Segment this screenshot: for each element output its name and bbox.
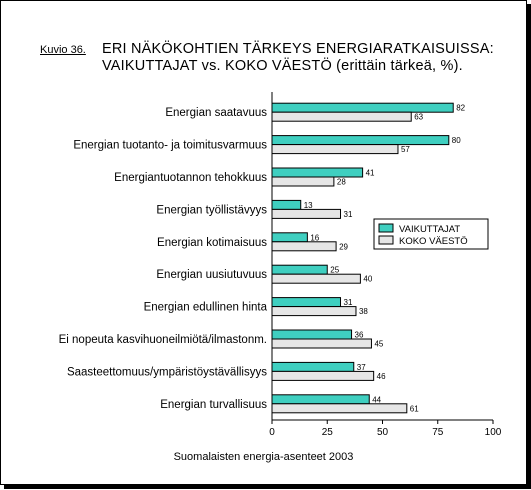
category-label: Ei nopeuta kasvihuoneilmiötä/ilmastonm. bbox=[59, 334, 267, 346]
bar-series-a bbox=[271, 199, 302, 210]
data-label: 25 bbox=[330, 266, 339, 275]
data-label: 41 bbox=[366, 169, 375, 178]
bar-series-b bbox=[271, 403, 408, 414]
frame-shadow-right bbox=[527, 4, 531, 489]
legend-swatch bbox=[378, 223, 394, 233]
category-label: Energiantuotannon tehokkuus bbox=[114, 172, 267, 184]
bar-series-b bbox=[271, 111, 412, 122]
category-label: Energian kotimaisuus bbox=[157, 237, 267, 249]
x-tick-label: 75 bbox=[432, 427, 444, 438]
data-label: 36 bbox=[355, 331, 364, 340]
data-label: 31 bbox=[344, 210, 353, 219]
data-label: 46 bbox=[377, 372, 386, 381]
x-tick-label: 100 bbox=[485, 427, 502, 438]
bar-series-b bbox=[271, 176, 335, 187]
bar-series-a bbox=[271, 297, 342, 308]
bar-series-b bbox=[271, 370, 375, 381]
chart-title-line-1: ERI NÄKÖKOHTIEN TÄRKEYS ENERGIARATKAISUI… bbox=[102, 41, 494, 57]
data-label: 45 bbox=[374, 340, 383, 349]
x-tick-label: 25 bbox=[322, 427, 334, 438]
category-label: Energian turvallisuus bbox=[160, 399, 267, 411]
data-label: 28 bbox=[337, 178, 346, 187]
data-label: 44 bbox=[372, 395, 381, 404]
bar-series-b bbox=[271, 144, 399, 155]
x-tick-label: 50 bbox=[377, 427, 389, 438]
chart-title-line-2: VAIKUTTAJAT vs. KOKO VÄESTÖ (erittäin tä… bbox=[102, 58, 463, 74]
bar-series-b bbox=[271, 338, 372, 349]
data-label: 40 bbox=[363, 275, 372, 284]
bar-series-a bbox=[271, 361, 355, 372]
bar-series-a bbox=[271, 232, 308, 243]
category-label: Energian tuotanto- ja toimitusvarmuus bbox=[73, 140, 267, 152]
figure-label: Kuvio 36. bbox=[40, 44, 86, 56]
data-label: 29 bbox=[339, 242, 348, 251]
x-tick-label: 0 bbox=[269, 427, 275, 438]
category-label: Energian edullinen hinta bbox=[144, 302, 268, 314]
bar-series-a bbox=[271, 135, 450, 146]
bar-series-a bbox=[271, 264, 328, 275]
data-label: 82 bbox=[456, 104, 465, 113]
bar-series-b bbox=[271, 241, 337, 252]
category-label: Energian työllistävyys bbox=[156, 204, 267, 216]
data-label: 31 bbox=[344, 298, 353, 307]
bar-series-a bbox=[271, 329, 353, 340]
legend-label: VAIKUTTAJAT bbox=[399, 224, 460, 235]
data-label: 61 bbox=[410, 404, 419, 413]
data-label: 63 bbox=[414, 113, 423, 122]
bar-series-a bbox=[271, 394, 370, 405]
legend-swatch bbox=[378, 235, 394, 245]
bar-series-b bbox=[271, 208, 342, 219]
data-label: 38 bbox=[359, 307, 368, 316]
data-label: 57 bbox=[401, 145, 410, 154]
frame-shadow-bottom bbox=[4, 485, 531, 489]
data-label: 16 bbox=[310, 233, 319, 242]
bar-series-a bbox=[271, 167, 364, 178]
data-label: 80 bbox=[452, 136, 461, 145]
source-note: Suomalaisten energia-asenteet 2003 bbox=[173, 451, 354, 463]
data-label: 37 bbox=[357, 363, 366, 372]
category-label: Energian saatavuus bbox=[165, 107, 267, 119]
bar-series-b bbox=[271, 306, 357, 317]
bar-series-b bbox=[271, 273, 361, 284]
legend-label: KOKO VÄESTÖ bbox=[399, 236, 468, 247]
category-label: Saasteettomuus/ympäristöystävällisyys bbox=[67, 366, 267, 378]
category-label: Energian uusiutuvuus bbox=[156, 269, 267, 281]
bar-series-a bbox=[271, 102, 454, 113]
data-label: 13 bbox=[304, 201, 313, 210]
